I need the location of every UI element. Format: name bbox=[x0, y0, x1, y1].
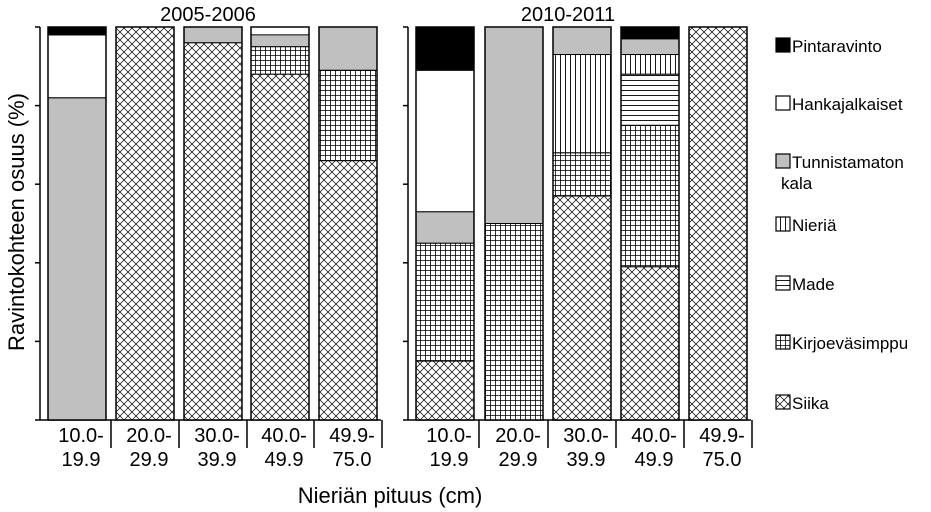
bar-outline-3 bbox=[183, 26, 243, 421]
legend-label: Siika bbox=[792, 394, 829, 413]
bar-segment-nieri-3 bbox=[552, 54, 612, 154]
bar-outline-2 bbox=[484, 26, 544, 421]
bar-segment-nieri-4 bbox=[620, 54, 680, 75]
legend-swatch bbox=[775, 394, 791, 410]
bar-segment-siika-4 bbox=[250, 73, 310, 421]
legend-swatch bbox=[775, 275, 791, 291]
bar-outline-5 bbox=[688, 26, 748, 421]
bar-segment-tunnistamaton-kala-3 bbox=[552, 26, 612, 56]
bar-segment-tunnistamaton-kala-1 bbox=[47, 97, 107, 421]
bar-segment-hankajalkaiset-1 bbox=[47, 34, 107, 99]
bar-outline-4 bbox=[250, 26, 310, 421]
panel-title: 2010-2011 bbox=[521, 4, 615, 26]
chart-panel-2010-2011: 2010-2011 10.0-19.9 20.0-29.9 30.0-39.9 40.0… bbox=[403, 4, 753, 471]
x-tick-label-1: 10.0-19.9 bbox=[58, 425, 104, 471]
legend-item-kirjoev-simppu: Kirjoeväsimppu bbox=[775, 334, 908, 353]
legend-item-tunnistamaton-kala: Tunnistamaton kala bbox=[775, 153, 904, 193]
bar-segment-tunnistamaton-kala-5 bbox=[318, 26, 378, 71]
legend-swatch bbox=[775, 334, 791, 350]
bar-segment-kirjoev-simppu-1 bbox=[415, 242, 475, 362]
chart-panel-2005-2006: 2005-2006 10.0-19.9 20.0-29.9 30.0-39.9 40.0… bbox=[35, 4, 383, 471]
bar-segment-tunnistamaton-kala-1 bbox=[415, 211, 475, 244]
x-tick-label-4: 40.0-49.9 bbox=[261, 425, 307, 471]
bar-segment-siika-5 bbox=[318, 160, 378, 421]
x-tick-label-1: 10.0-19.9 bbox=[426, 425, 472, 471]
bar-segment-kirjoev-simppu-4 bbox=[620, 124, 680, 268]
bar-segment-made-4 bbox=[620, 73, 680, 126]
legend-item-siika: Siika bbox=[775, 394, 829, 413]
legend-label: Nieriä bbox=[792, 216, 837, 235]
bar-outline-1 bbox=[415, 26, 475, 421]
panel-title: 2005-2006 bbox=[160, 4, 256, 26]
x-tick-label-5: 49.9-75.0 bbox=[329, 425, 375, 471]
bar-segment-tunnistamaton-kala-3 bbox=[183, 26, 243, 44]
bar-segment-siika-4 bbox=[620, 266, 680, 421]
legend-swatch bbox=[775, 37, 791, 53]
bar-segment-pintaravinto-1 bbox=[415, 26, 475, 71]
legend-label: Made bbox=[792, 275, 835, 294]
bar-segment-kirjoev-simppu-2 bbox=[484, 223, 544, 421]
bar-outline-5 bbox=[318, 26, 378, 421]
bar-segment-pintaravinto-4 bbox=[620, 26, 680, 40]
x-tick-label-4: 40.0-49.9 bbox=[631, 425, 677, 471]
bar-segment-siika-3 bbox=[552, 195, 612, 421]
bar-segment-kirjoev-simppu-4 bbox=[250, 46, 310, 75]
x-tick-label-3: 30.0-39.9 bbox=[563, 425, 609, 471]
x-axis-title: Nieriän pituus (cm) bbox=[298, 483, 483, 508]
legend-item-nieri: Nieriä bbox=[775, 216, 837, 235]
y-axis-title: Ravintokohteen osuus (%) bbox=[4, 93, 29, 351]
x-tick-label-5: 49.9-75.0 bbox=[699, 425, 745, 471]
legend-label: Hankajalkaiset bbox=[792, 95, 903, 114]
x-tick-label-2: 20.0-29.9 bbox=[495, 425, 541, 471]
bar-segment-siika-2 bbox=[115, 26, 175, 421]
bar-segment-tunnistamaton-kala-4 bbox=[250, 34, 310, 48]
x-tick-label-2: 20.0-29.9 bbox=[126, 425, 172, 471]
bar-segment-kirjoev-simppu-3 bbox=[552, 152, 612, 197]
bar-segment-tunnistamaton-kala-4 bbox=[620, 38, 680, 56]
bar-segment-kirjoev-simppu-5 bbox=[318, 69, 378, 162]
bar-segment-pintaravinto-1 bbox=[47, 26, 107, 36]
legend-item-made: Made bbox=[775, 275, 835, 294]
bar-segment-siika-1 bbox=[415, 360, 475, 421]
legend-swatch bbox=[775, 95, 791, 111]
bar-outline-1 bbox=[47, 26, 107, 421]
bar-outline-3 bbox=[552, 26, 612, 421]
bar-segment-tunnistamaton-kala-2 bbox=[484, 26, 544, 224]
legend-item-hankajalkaiset: Hankajalkaiset bbox=[775, 95, 903, 114]
legend: Pintaravinto Hankajalkaiset Tunnistamaton k… bbox=[775, 37, 908, 413]
bar-segment-hankajalkaiset-1 bbox=[415, 69, 475, 213]
bar-outline-4 bbox=[620, 26, 680, 421]
legend-swatch bbox=[775, 153, 791, 169]
legend-label: Kirjoeväsimppu bbox=[792, 334, 908, 353]
legend-label: Tunnistamaton kala bbox=[781, 153, 904, 193]
legend-swatch bbox=[775, 216, 791, 232]
bar-segment-siika-3 bbox=[183, 42, 243, 421]
x-tick-label-3: 30.0-39.9 bbox=[194, 425, 240, 471]
bar-outline-2 bbox=[115, 26, 175, 421]
bar-segment-siika-5 bbox=[688, 26, 748, 421]
legend-label: Pintaravinto bbox=[792, 37, 882, 56]
legend-item-pintaravinto: Pintaravinto bbox=[775, 37, 882, 56]
